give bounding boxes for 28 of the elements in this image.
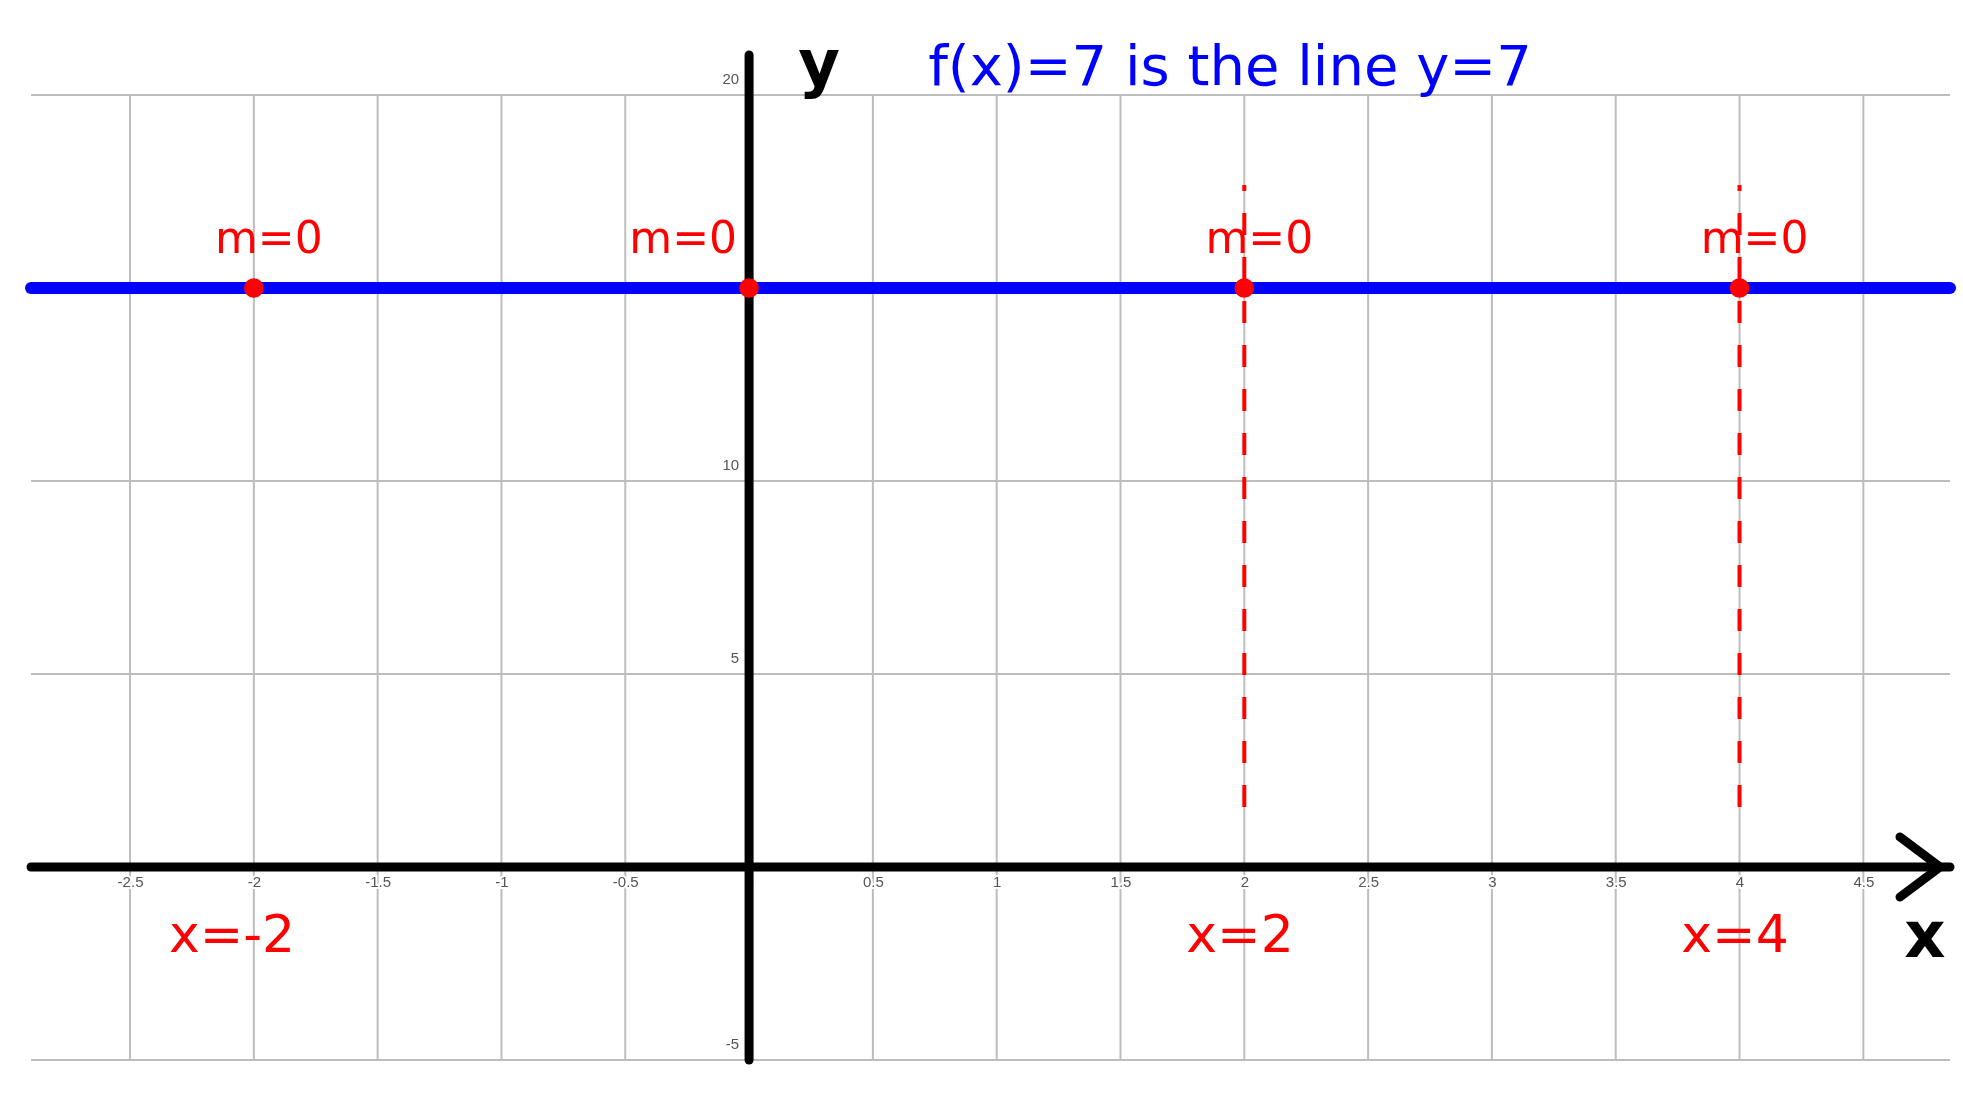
y-tick-label: -5 xyxy=(725,1034,740,1052)
y-tick-label: 10 xyxy=(722,455,740,473)
x-tick-label: -1 xyxy=(495,873,509,890)
y-axis-title: y xyxy=(798,26,840,100)
y-tick-label: 20 xyxy=(722,69,740,87)
annotation: x=4 xyxy=(1681,904,1789,964)
annotation: x=2 xyxy=(1186,904,1294,964)
x-tick-label: -0.5 xyxy=(612,873,639,890)
x-tick-label: -1.5 xyxy=(365,873,392,890)
x-tick-label: 1 xyxy=(993,873,1002,890)
x-tick-label: -2.5 xyxy=(117,873,144,890)
annotation: m=0 xyxy=(1205,212,1314,263)
x-tick-label: 2.5 xyxy=(1358,873,1380,890)
x-tick-label: 3.5 xyxy=(1605,873,1627,890)
x-tick-label: 0.5 xyxy=(862,873,884,890)
annotation: m=0 xyxy=(214,212,323,263)
x-tick-label: 3 xyxy=(1488,873,1497,890)
x-tick-label: 4.5 xyxy=(1853,873,1875,890)
x-axis-title: x xyxy=(1904,898,1946,972)
annotation: m=0 xyxy=(629,212,738,263)
annotation: x=-2 xyxy=(168,904,296,964)
annotation: m=0 xyxy=(1700,212,1809,263)
x-tick-label: 4 xyxy=(1735,873,1745,890)
y-tick-label: 5 xyxy=(730,648,740,666)
x-tick-label: -2 xyxy=(247,873,262,890)
chart-title: f(x)=7 is the line y=7 xyxy=(928,33,1532,98)
x-tick-label: 2 xyxy=(1240,873,1249,890)
x-tick-label: 1.5 xyxy=(1110,873,1132,890)
